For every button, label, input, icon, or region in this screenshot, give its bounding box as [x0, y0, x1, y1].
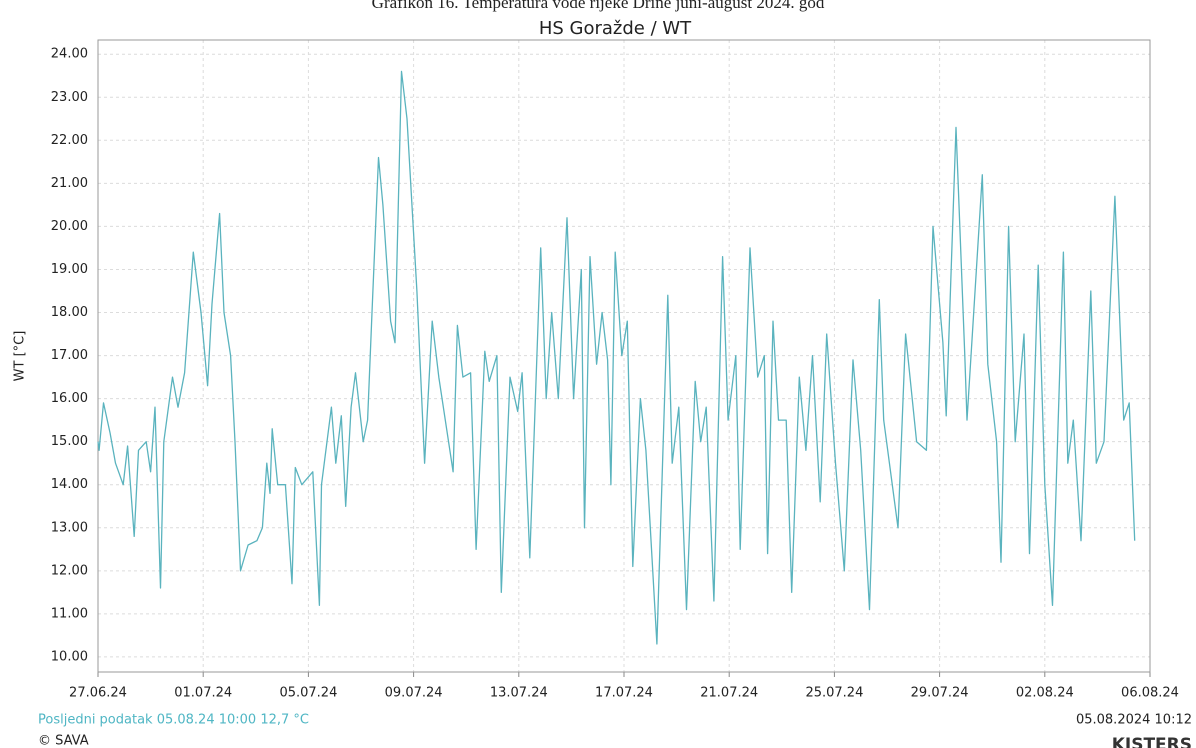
y-tick-label: 19.00: [51, 262, 88, 277]
y-tick-label: 24.00: [51, 47, 88, 62]
y-tick-label: 17.00: [51, 348, 88, 363]
x-tick-label: 29.07.24: [911, 686, 969, 701]
x-tick-label: 02.08.24: [1016, 686, 1074, 701]
x-tick-label: 01.07.24: [174, 686, 232, 701]
x-tick-label: 13.07.24: [490, 686, 548, 701]
y-tick-label: 12.00: [51, 563, 88, 578]
x-tick-label: 25.07.24: [805, 686, 863, 701]
chart-caption: Grafikon 16. Temperatura vode rijeke Dri…: [372, 0, 825, 12]
y-tick-label: 13.00: [51, 520, 88, 535]
y-tick-label: 14.00: [51, 477, 88, 492]
logo: KISTERS: [1112, 735, 1192, 748]
y-tick-label: 21.00: [51, 176, 88, 191]
x-tick-label: 17.07.24: [595, 686, 653, 701]
y-axis-label: WT [°C]: [13, 331, 28, 382]
x-tick-label: 05.07.24: [279, 686, 337, 701]
y-tick-label: 15.00: [51, 434, 88, 449]
plot-frame: [97, 39, 1151, 673]
data-line: [97, 70, 1136, 645]
timestamp-note: 05.08.2024 10:12: [1076, 713, 1192, 728]
x-tick-label: 09.07.24: [385, 686, 443, 701]
x-tick-label: 06.08.24: [1121, 686, 1179, 701]
x-tick-label: 21.07.24: [700, 686, 758, 701]
source-note: © SAVA: [38, 734, 89, 748]
y-tick-label: 16.00: [51, 391, 88, 406]
last-value-note: Posljedni podatak 05.08.24 10:00 12,7 °C: [38, 713, 309, 728]
y-tick-label: 11.00: [51, 606, 88, 621]
y-tick-label: 10.00: [51, 649, 88, 664]
chart-title: HS Goražde / WT: [539, 18, 692, 39]
y-tick-label: 20.00: [51, 219, 88, 234]
y-tick-label: 22.00: [51, 133, 88, 148]
y-tick-label: 18.00: [51, 305, 88, 320]
y-tick-label: 23.00: [51, 90, 88, 105]
x-tick-label: 27.06.24: [69, 686, 127, 701]
